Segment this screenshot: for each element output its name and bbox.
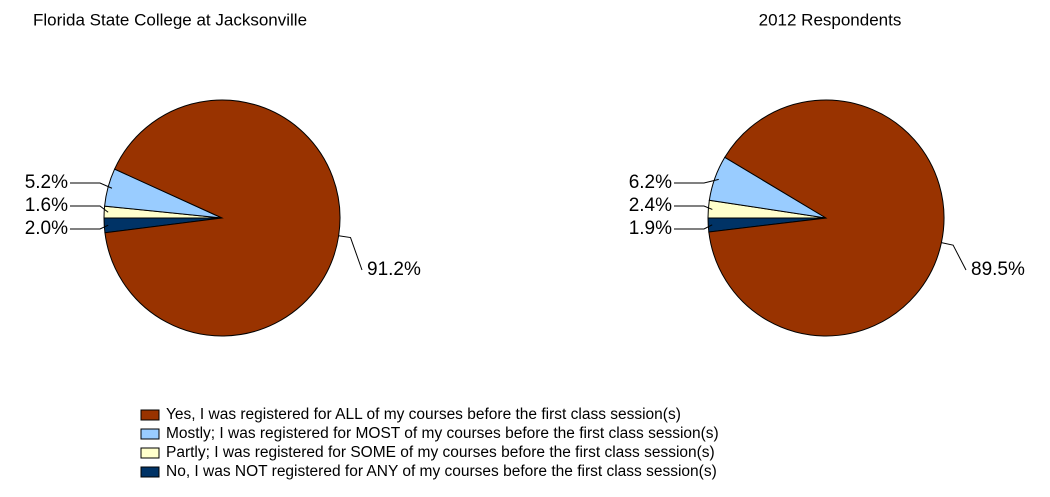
data-label: 2.0% [25,218,68,239]
data-label: 1.6% [25,195,68,216]
legend-swatch [140,447,160,459]
legend-swatch [140,428,160,440]
data-label: 91.2% [367,259,421,280]
leader-line [70,182,113,189]
legend-label: Mostly; I was registered for MOST of my … [166,425,719,442]
leader-line [674,178,719,184]
data-label: 89.5% [971,259,1025,280]
leader-line [70,224,109,230]
legend-label: Yes, I was registered for ALL of my cour… [166,406,681,423]
chart-title: 2012 Respondents [759,10,902,29]
chart-title: Florida State College at Jacksonville [33,10,307,29]
leader-line [674,205,713,210]
data-label: 2.4% [629,195,672,216]
data-label: 1.9% [629,218,672,239]
legend-label: Partly; I was registered for SOME of my … [166,444,715,461]
pie-slice [104,99,341,337]
leader-line [338,235,363,271]
leader-line [674,224,713,230]
leader-line [941,242,967,271]
data-label: 6.2% [629,172,672,193]
legend-swatch [140,466,160,478]
leader-line [70,205,109,213]
legend-swatch [140,409,160,421]
legend-label: No, I was NOT registered for ANY of my c… [166,463,717,480]
data-label: 5.2% [25,172,68,193]
